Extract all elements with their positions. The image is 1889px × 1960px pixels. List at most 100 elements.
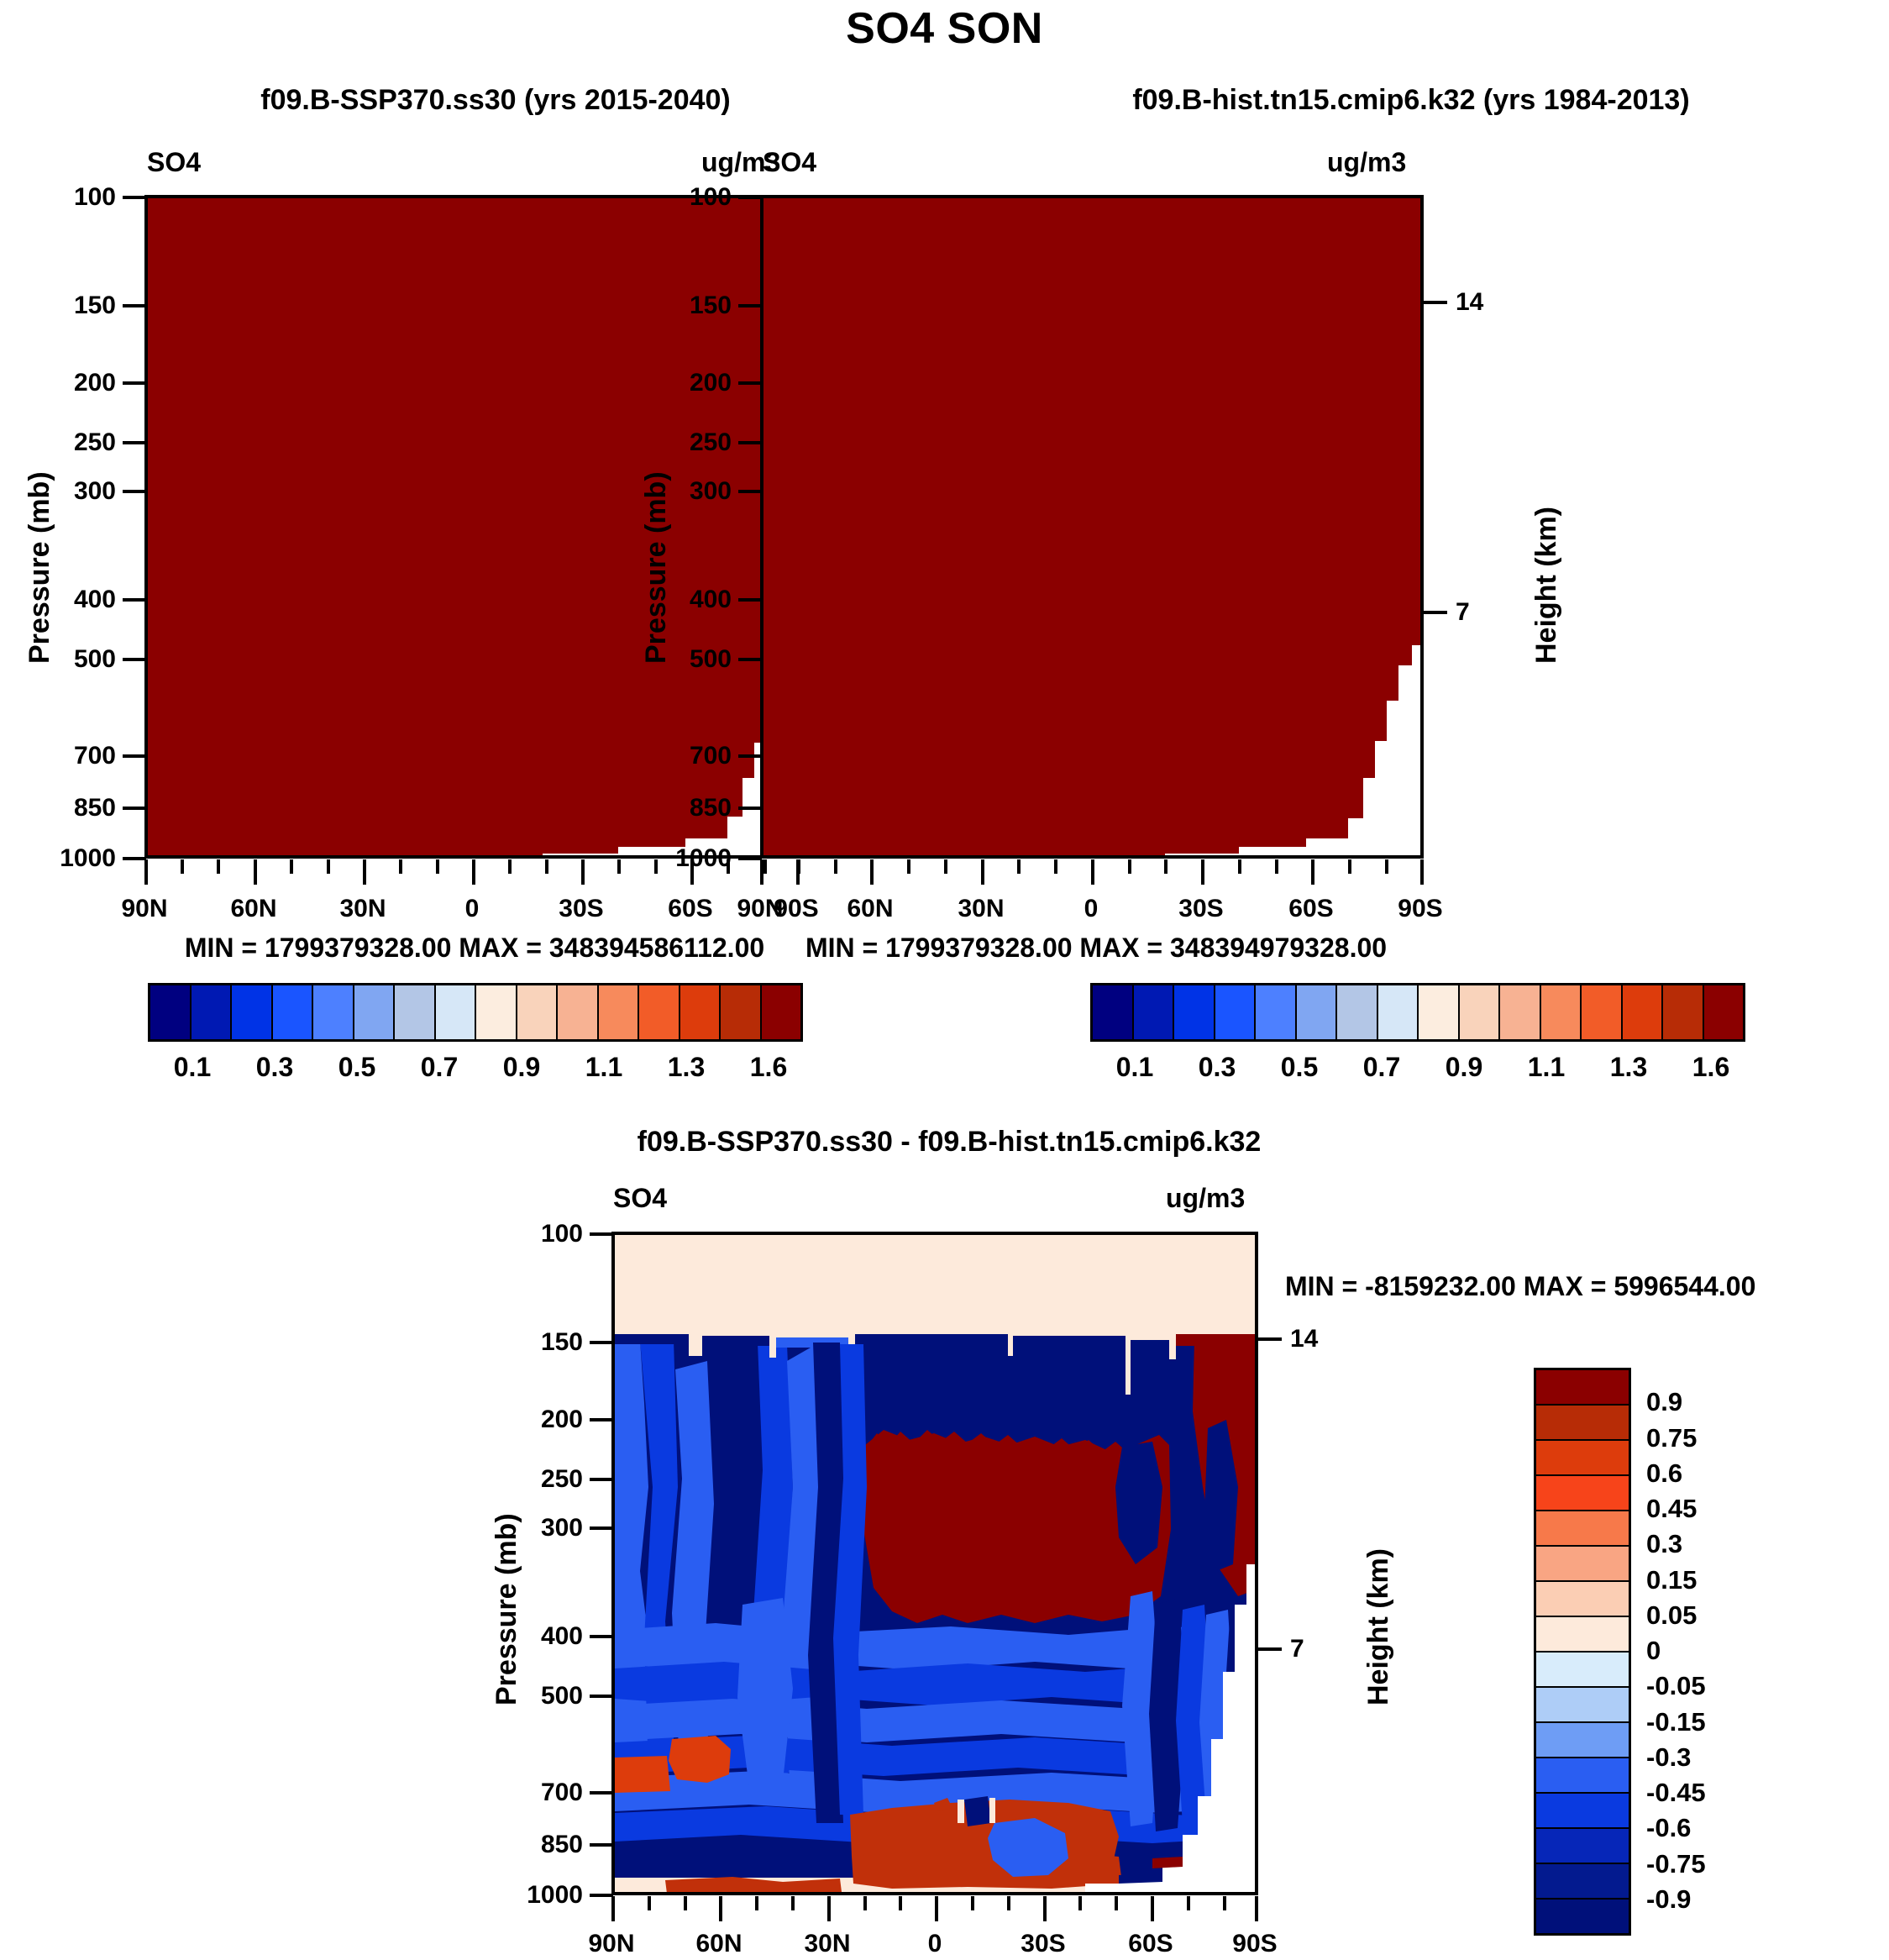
diff-colorbar-label: 0.6 xyxy=(1646,1458,1683,1488)
diff-colorbar-label: -0.05 xyxy=(1646,1671,1706,1701)
diff-colorbar-label: -0.9 xyxy=(1646,1884,1692,1914)
colorbar-cell xyxy=(232,985,273,1039)
left-ytick-200: 200 xyxy=(73,369,116,397)
diff-height-label-14: 14 xyxy=(1290,1325,1319,1353)
diff-xtick-60N: 60N xyxy=(695,1930,742,1957)
colorbar-cell xyxy=(1377,985,1419,1039)
right-ytick-700: 700 xyxy=(689,742,732,770)
diff-xtick-90S: 90S xyxy=(1232,1930,1278,1957)
left-xtick-0: 0 xyxy=(464,895,480,922)
left-ytick-700: 700 xyxy=(73,742,116,770)
right-panel-topography-mask xyxy=(1165,645,1420,855)
diff-ytick-500: 500 xyxy=(540,1682,583,1710)
right-ytick-400: 400 xyxy=(689,586,732,613)
left-xtick-90S: 90S xyxy=(774,895,819,922)
colorbar-cell xyxy=(1536,1476,1629,1511)
diff-xtick-30N: 30N xyxy=(804,1930,851,1957)
diff-panel-title: f09.B-SSP370.ss30 - f09.B-hist.tn15.cmip… xyxy=(637,1126,1262,1158)
left-panel-variable-label: SO4 xyxy=(147,147,202,177)
right-ytick-300: 300 xyxy=(689,477,732,505)
colorbar-cell xyxy=(1256,985,1297,1039)
left-cbar-label-1: 0.3 xyxy=(255,1052,294,1082)
left-ytick-250: 250 xyxy=(73,428,116,456)
left-panel-plot-area[interactable] xyxy=(144,195,800,859)
right-xtick-90N: 90N xyxy=(737,895,784,922)
left-colorbar[interactable] xyxy=(148,983,803,1042)
colorbar-cell xyxy=(1419,985,1460,1039)
page-title: SO4 SON xyxy=(846,4,1043,53)
diff-panel-ylabel: Pressure (mb) xyxy=(491,1513,522,1705)
colorbar-cell xyxy=(1582,985,1623,1039)
left-ytick-400: 400 xyxy=(73,586,116,613)
right-xtick-60S: 60S xyxy=(1288,895,1334,922)
right-panel-ylabel: Pressure (mb) xyxy=(640,471,672,664)
left-xtick-30S: 30S xyxy=(559,895,604,922)
diff-ytick-300: 300 xyxy=(540,1514,583,1542)
colorbar-cell xyxy=(1540,985,1582,1039)
left-ytick-500: 500 xyxy=(73,645,116,673)
left-xtick-30N: 30N xyxy=(339,895,386,922)
colorbar-cell xyxy=(721,985,762,1039)
colorbar-cell xyxy=(1536,1900,1629,1933)
colorbar-cell xyxy=(1536,1582,1629,1617)
right-height-tick-14 xyxy=(1424,301,1447,304)
right-xtick-60N: 60N xyxy=(847,895,894,922)
left-panel-units-label: ug/m3 xyxy=(701,147,781,177)
right-colorbar[interactable] xyxy=(1090,983,1745,1042)
right-panel-plot-area[interactable] xyxy=(760,195,1424,859)
right-ytick-500: 500 xyxy=(689,645,732,673)
diff-colorbar-label: -0.6 xyxy=(1646,1813,1692,1843)
right-cbar-label-1: 0.3 xyxy=(1198,1052,1236,1082)
right-cbar-label-7: 1.6 xyxy=(1692,1052,1730,1082)
right-panel-title: f09.B-hist.tn15.cmip6.k32 (yrs 1984-2013… xyxy=(1132,84,1690,116)
left-cbar-label-0: 0.1 xyxy=(173,1052,212,1082)
colorbar-cell xyxy=(1536,1653,1629,1688)
colorbar-cell xyxy=(1622,985,1663,1039)
left-ytick-150: 150 xyxy=(73,292,116,319)
diff-ytick-250: 250 xyxy=(540,1465,583,1493)
diff-ytick-1000: 1000 xyxy=(527,1881,583,1909)
left-cbar-label-4: 0.9 xyxy=(502,1052,541,1082)
diff-colorbar-label: -0.45 xyxy=(1646,1778,1706,1807)
right-panel-variable-label: SO4 xyxy=(763,147,817,177)
left-ytick-1000: 1000 xyxy=(60,844,116,872)
colorbar-cell xyxy=(1536,1370,1629,1406)
diff-ytick-150: 150 xyxy=(540,1328,583,1356)
diff-ytick-850: 850 xyxy=(540,1831,583,1858)
diff-colorbar-label: 0.45 xyxy=(1646,1494,1697,1523)
left-cbar-label-3: 0.7 xyxy=(420,1052,459,1082)
right-ytick-850: 850 xyxy=(689,794,732,822)
right-cbar-label-6: 1.3 xyxy=(1609,1052,1648,1082)
colorbar-cell xyxy=(1296,985,1337,1039)
diff-colorbar-label: 0.3 xyxy=(1646,1529,1683,1559)
right-xtick-30N: 30N xyxy=(958,895,1005,922)
right-panel-ylabel-right: Height (km) xyxy=(1530,507,1562,664)
right-cbar-label-2: 0.5 xyxy=(1280,1052,1319,1082)
right-height-label-14: 14 xyxy=(1456,288,1484,316)
diff-colorbar-label: 0 xyxy=(1646,1636,1661,1665)
colorbar-cell xyxy=(476,985,517,1039)
right-panel-fill xyxy=(763,198,1420,855)
diff-panel-variable-label: SO4 xyxy=(613,1183,668,1213)
right-xtick-90S: 90S xyxy=(1398,895,1443,922)
diff-colorbar-label: 0.9 xyxy=(1646,1387,1683,1417)
left-panel-minmax: MIN = 1799379328.00 MAX = 348394586112.0… xyxy=(184,933,765,963)
diff-colorbar-label: 0.05 xyxy=(1646,1600,1697,1630)
diff-colorbar-label: -0.15 xyxy=(1646,1706,1706,1737)
colorbar-cell xyxy=(680,985,721,1039)
colorbar-cell xyxy=(395,985,436,1039)
colorbar-cell xyxy=(1536,1511,1629,1547)
colorbar-cell xyxy=(1536,1547,1629,1582)
colorbar-cell xyxy=(354,985,395,1039)
colorbar-cell xyxy=(761,985,800,1039)
diff-colorbar[interactable] xyxy=(1534,1368,1631,1936)
colorbar-cell xyxy=(558,985,599,1039)
diff-colorbar-label: -0.75 xyxy=(1646,1848,1706,1879)
right-cbar-label-0: 0.1 xyxy=(1115,1052,1154,1082)
right-ytick-200: 200 xyxy=(689,369,732,397)
colorbar-cell xyxy=(1536,1617,1629,1653)
colorbar-cell xyxy=(1536,1688,1629,1723)
diff-panel-plot-area[interactable] xyxy=(611,1232,1258,1895)
right-ytick-250: 250 xyxy=(689,428,732,456)
colorbar-cell xyxy=(1703,985,1743,1039)
